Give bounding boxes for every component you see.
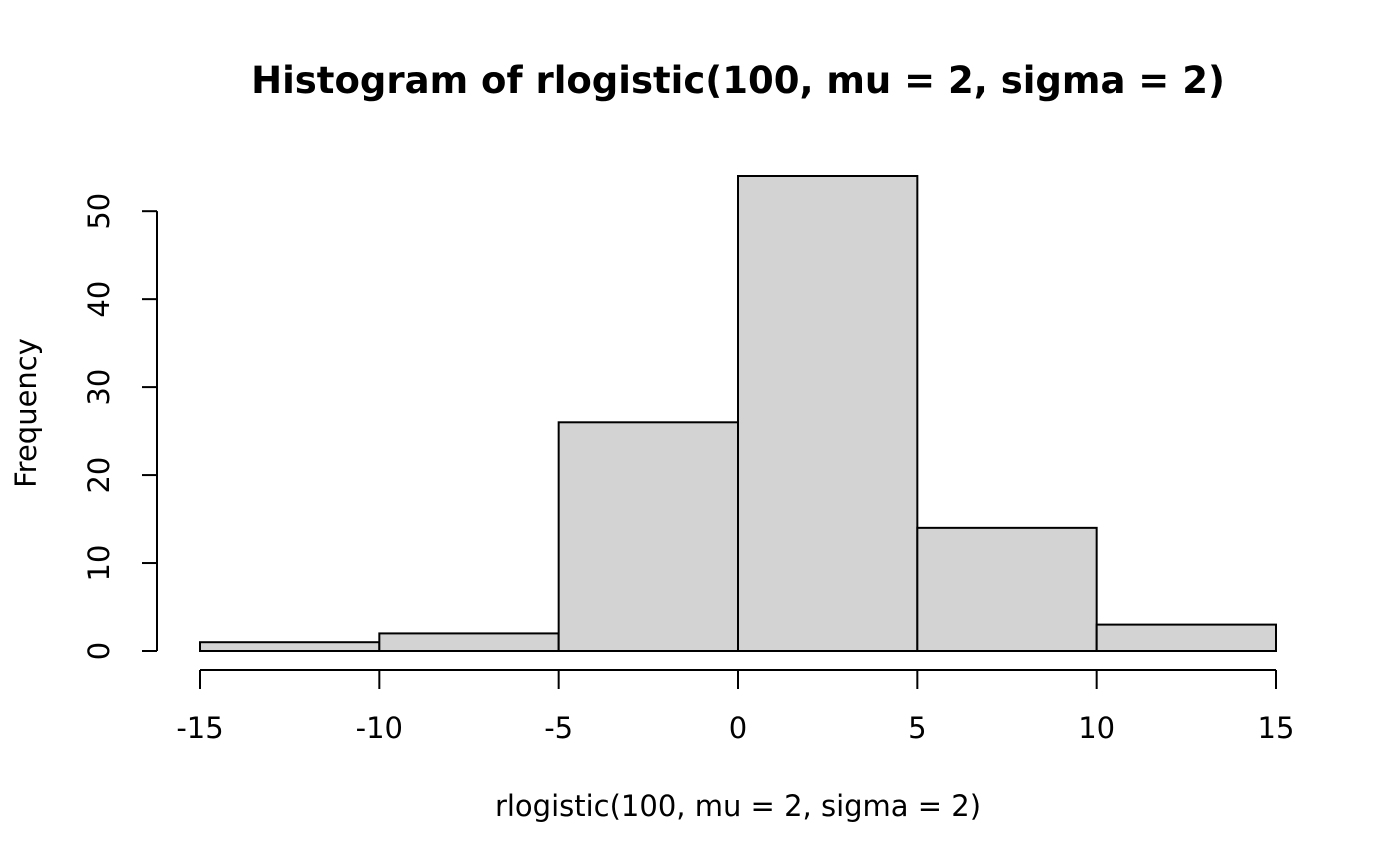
y-tick-label: 0 bbox=[82, 642, 116, 660]
x-tick-label: 10 bbox=[1078, 711, 1115, 745]
x-tick-label: -15 bbox=[176, 711, 223, 745]
histogram-bar bbox=[916, 526, 1098, 653]
x-tick-label: 15 bbox=[1258, 711, 1295, 745]
x-axis-label: rlogistic(100, mu = 2, sigma = 2) bbox=[495, 789, 981, 823]
histogram-bar bbox=[1095, 623, 1277, 652]
histogram-bar bbox=[557, 421, 740, 652]
x-tick-label: -5 bbox=[544, 711, 573, 745]
bars bbox=[199, 175, 1277, 653]
y-axis: 0 10 20 30 40 50 bbox=[82, 193, 158, 660]
histogram-bar bbox=[737, 175, 919, 652]
x-tick-label: -10 bbox=[356, 711, 403, 745]
x-tick-label: 0 bbox=[729, 711, 747, 745]
histogram-bar bbox=[199, 641, 381, 652]
histogram-bar bbox=[378, 632, 560, 653]
y-tick-label: 30 bbox=[82, 369, 116, 406]
x-axis: -15 -10 -5 0 5 10 15 bbox=[176, 669, 1295, 745]
x-tick-label: 5 bbox=[908, 711, 926, 745]
y-tick-label: 40 bbox=[82, 281, 116, 318]
chart-title: Histogram of rlogistic(100, mu = 2, sigm… bbox=[251, 59, 1225, 102]
y-tick-label: 10 bbox=[82, 545, 116, 582]
y-axis-label: Frequency bbox=[9, 338, 43, 488]
y-tick-label: 50 bbox=[82, 193, 116, 230]
y-tick-label: 20 bbox=[82, 457, 116, 494]
